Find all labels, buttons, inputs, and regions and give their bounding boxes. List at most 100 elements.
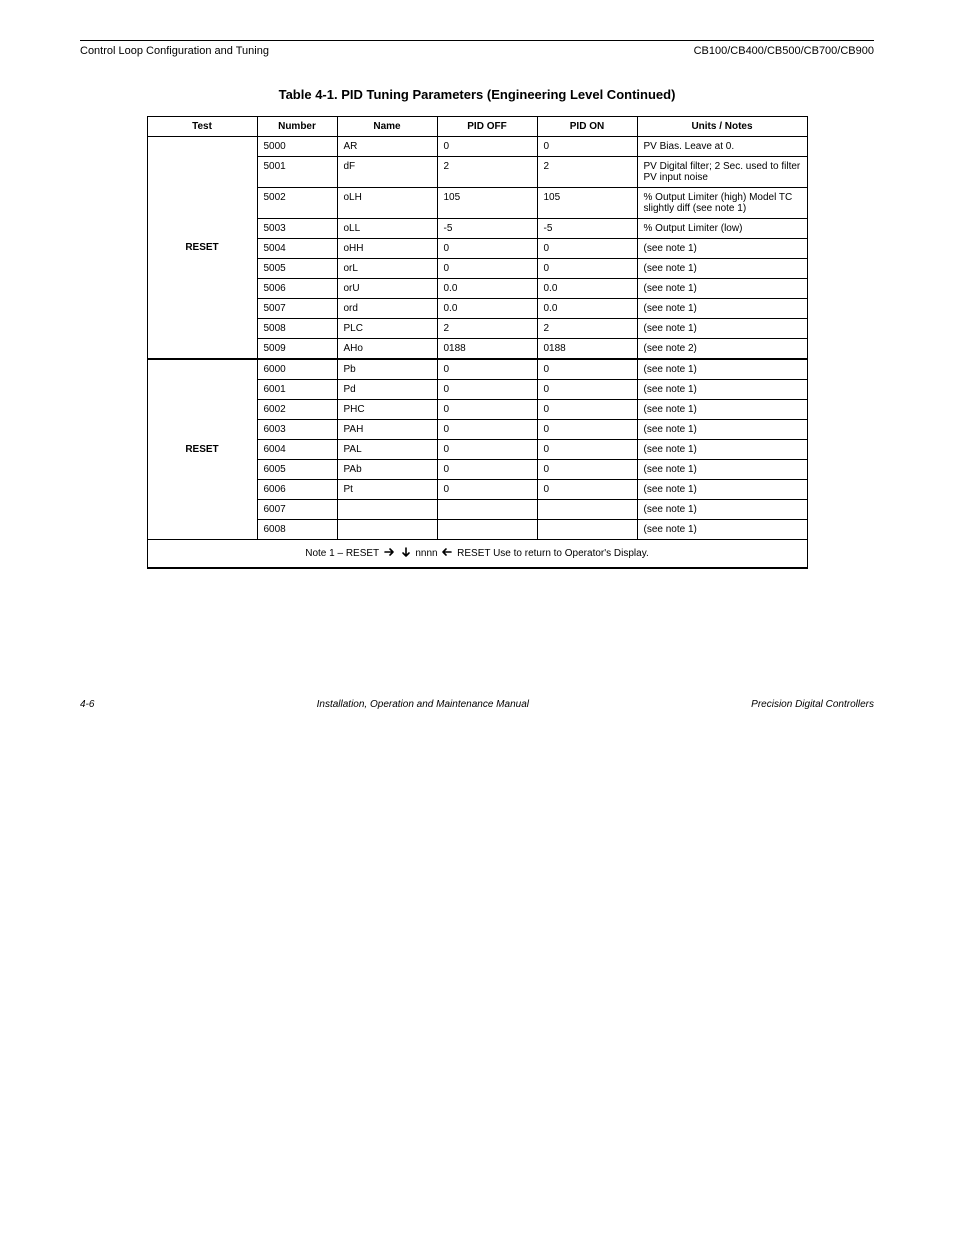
header-left: Control Loop Configuration and Tuning bbox=[80, 45, 269, 57]
header-right: CB100/CB400/CB500/CB700/CB900 bbox=[694, 45, 874, 57]
table-cell: (see note 1) bbox=[637, 259, 807, 279]
table-cell: 105 bbox=[537, 188, 637, 219]
table-cell: PAb bbox=[337, 460, 437, 480]
table-cell: 5005 bbox=[257, 259, 337, 279]
table-cell: orL bbox=[337, 259, 437, 279]
table-cell: (see note 1) bbox=[637, 500, 807, 520]
table-cell: oLH bbox=[337, 188, 437, 219]
column-header: PID ON bbox=[537, 117, 637, 137]
table-cell: PV Bias. Leave at 0. bbox=[637, 137, 807, 157]
table-cell: 5002 bbox=[257, 188, 337, 219]
table-cell: 5004 bbox=[257, 239, 337, 259]
table-cell: Pt bbox=[337, 480, 437, 500]
table-cell: 0 bbox=[537, 239, 637, 259]
table-cell: 5003 bbox=[257, 219, 337, 239]
table-cell: % Output Limiter (high) Model TC slightl… bbox=[637, 188, 807, 219]
table-cell: 0 bbox=[537, 359, 637, 380]
table-cell: PLC bbox=[337, 319, 437, 339]
table-cell: 2 bbox=[437, 319, 537, 339]
table-cell: Pd bbox=[337, 380, 437, 400]
table-cell: 0.0 bbox=[437, 279, 537, 299]
table-cell: (see note 1) bbox=[637, 239, 807, 259]
table-cell: -5 bbox=[537, 219, 637, 239]
table-cell: 5006 bbox=[257, 279, 337, 299]
table-cell: 6003 bbox=[257, 420, 337, 440]
table-cell: 0 bbox=[537, 420, 637, 440]
tuning-parameters-table: TestNumberNamePID OFFPID ONUnits / Notes… bbox=[147, 116, 808, 569]
footer-manual-title: Installation, Operation and Maintenance … bbox=[317, 699, 529, 710]
table-cell: 0 bbox=[437, 380, 537, 400]
table-cell bbox=[337, 500, 437, 520]
table-cell: (see note 1) bbox=[637, 359, 807, 380]
table-cell: 0.0 bbox=[537, 279, 637, 299]
table-cell: 2 bbox=[537, 157, 637, 188]
table-cell: (see note 1) bbox=[637, 319, 807, 339]
table-cell: 0 bbox=[537, 137, 637, 157]
table-cell: 6004 bbox=[257, 440, 337, 460]
table-cell: 0 bbox=[437, 259, 537, 279]
footer-page-number: 4-6 bbox=[80, 699, 94, 710]
table-cell: 5008 bbox=[257, 319, 337, 339]
table-cell: 2 bbox=[437, 157, 537, 188]
table-cell: 105 bbox=[437, 188, 537, 219]
table-cell: (see note 1) bbox=[637, 440, 807, 460]
table-cell: 0 bbox=[437, 359, 537, 380]
column-header: PID OFF bbox=[437, 117, 537, 137]
arrow-left-icon bbox=[440, 546, 454, 561]
table-cell: oHH bbox=[337, 239, 437, 259]
table-cell: oLL bbox=[337, 219, 437, 239]
table-cell: (see note 1) bbox=[637, 400, 807, 420]
group-label: RESET bbox=[147, 137, 257, 360]
table-cell: 5007 bbox=[257, 299, 337, 319]
table-cell: (see note 1) bbox=[637, 480, 807, 500]
table-cell: dF bbox=[337, 157, 437, 188]
table-cell: 6008 bbox=[257, 520, 337, 540]
arrow-down-icon bbox=[399, 546, 413, 561]
table-cell: 0 bbox=[437, 400, 537, 420]
table-cell: (see note 1) bbox=[637, 279, 807, 299]
table-cell: Pb bbox=[337, 359, 437, 380]
table-cell: 6007 bbox=[257, 500, 337, 520]
table-cell: 0 bbox=[537, 400, 637, 420]
column-header: Test bbox=[147, 117, 257, 137]
table-cell: % Output Limiter (low) bbox=[637, 219, 807, 239]
footer-product: Precision Digital Controllers bbox=[751, 699, 874, 710]
table-title: Table 4-1. PID Tuning Parameters (Engine… bbox=[80, 87, 874, 102]
arrow-right-icon bbox=[382, 546, 396, 561]
table-cell: 0.0 bbox=[537, 299, 637, 319]
table-cell bbox=[437, 520, 537, 540]
column-header: Name bbox=[337, 117, 437, 137]
table-cell bbox=[537, 500, 637, 520]
table-cell: 0.0 bbox=[437, 299, 537, 319]
table-row: RESET5000AR00PV Bias. Leave at 0. bbox=[147, 137, 807, 157]
table-cell: 6000 bbox=[257, 359, 337, 380]
table-cell: orU bbox=[337, 279, 437, 299]
table-row: RESET6000Pb00(see note 1) bbox=[147, 359, 807, 380]
table-cell: 6002 bbox=[257, 400, 337, 420]
table-cell: -5 bbox=[437, 219, 537, 239]
table-cell: PAH bbox=[337, 420, 437, 440]
table-cell: 0 bbox=[437, 460, 537, 480]
table-cell: (see note 1) bbox=[637, 420, 807, 440]
table-cell bbox=[337, 520, 437, 540]
table-cell: ord bbox=[337, 299, 437, 319]
table-cell: 0 bbox=[437, 440, 537, 460]
table-cell: 5001 bbox=[257, 157, 337, 188]
table-cell: 6001 bbox=[257, 380, 337, 400]
table-cell: 0 bbox=[437, 239, 537, 259]
table-cell: (see note 1) bbox=[637, 299, 807, 319]
table-cell: 6006 bbox=[257, 480, 337, 500]
table-cell: (see note 1) bbox=[637, 520, 807, 540]
group-label: RESET bbox=[147, 359, 257, 540]
table-cell: 0 bbox=[537, 380, 637, 400]
table-cell: PV Digital filter; 2 Sec. used to filter… bbox=[637, 157, 807, 188]
table-cell: 5000 bbox=[257, 137, 337, 157]
table-cell: AHo bbox=[337, 339, 437, 360]
table-cell: 0 bbox=[437, 480, 537, 500]
table-cell: PAL bbox=[337, 440, 437, 460]
table-cell: 0 bbox=[537, 460, 637, 480]
table-cell: 0 bbox=[537, 259, 637, 279]
table-cell: 2 bbox=[537, 319, 637, 339]
table-cell: 0188 bbox=[537, 339, 637, 360]
column-header: Units / Notes bbox=[637, 117, 807, 137]
